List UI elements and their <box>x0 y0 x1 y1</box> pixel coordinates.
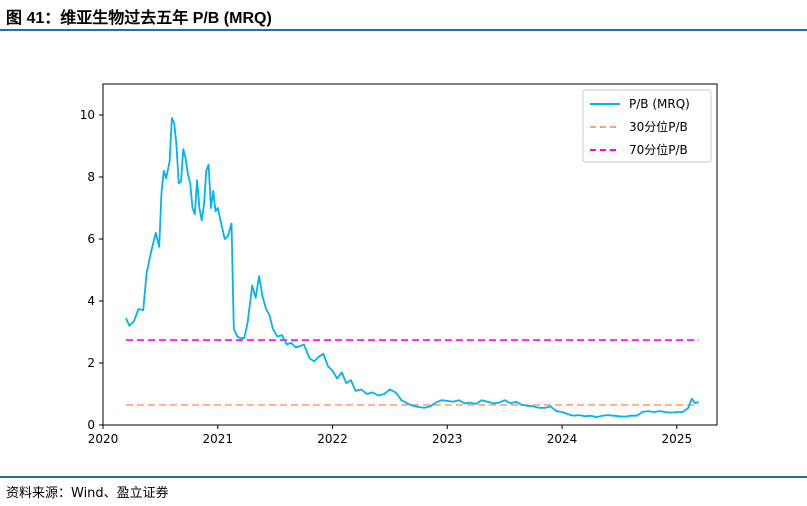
legend-label-p30: 30分位P/B <box>629 119 688 134</box>
legend: P/B (MRQ) 30分位P/B 70分位P/B <box>582 89 712 163</box>
series-lines <box>125 117 699 419</box>
legend-label-pb: P/B (MRQ) <box>629 97 690 111</box>
x-tick-label: 2023 <box>432 432 463 446</box>
x-tick-label: 2021 <box>202 432 233 446</box>
y-tick-label: 2 <box>87 356 95 370</box>
bottom-rule <box>0 476 807 478</box>
x-tick-label: 2024 <box>547 432 578 446</box>
y-tick-label: 6 <box>87 232 95 246</box>
legend-label-p70: 70分位P/B <box>629 142 688 157</box>
series-line-pb <box>125 117 699 419</box>
y-tick-label: 10 <box>80 108 95 122</box>
y-tick-label: 4 <box>87 294 95 308</box>
legend-box <box>582 89 712 163</box>
page-title: 图 41：维亚生物过去五年 P/B (MRQ) <box>6 10 272 27</box>
top-rule <box>0 29 807 31</box>
axis-ticks: 2020 2021 2022 2023 2024 2025 0 2 4 6 8 10 <box>80 108 692 446</box>
source-note: 资料来源：Wind、盈立证券 <box>6 486 169 501</box>
y-tick-label: 8 <box>87 170 95 184</box>
x-tick-label: 2022 <box>317 432 348 446</box>
x-tick-label: 2025 <box>662 432 693 446</box>
x-tick-label: 2020 <box>88 432 119 446</box>
plot-frame <box>102 83 718 426</box>
y-tick-label: 0 <box>87 418 95 432</box>
